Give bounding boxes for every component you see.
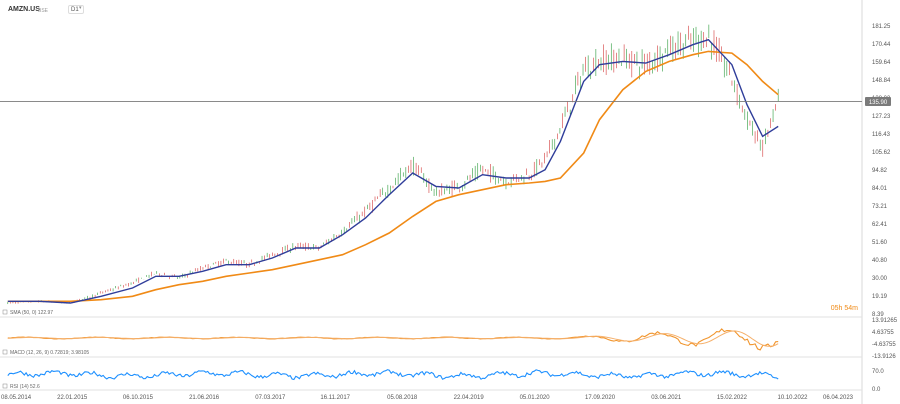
legend-icon (2, 309, 8, 315)
timeframe-select[interactable]: D1 (68, 5, 84, 14)
macd-legend-label: MACD (12, 26, 9) 0.72819; 3.98105 (10, 350, 89, 356)
macd-tick-label: 13.91265 (872, 318, 898, 324)
exchange-label: BSE (38, 8, 49, 14)
y-tick-label: 105.62 (872, 150, 891, 156)
x-tick-label: 22.01.2015 (57, 395, 88, 401)
chevron-down-icon[interactable]: ▾ (79, 5, 82, 11)
rsi-line (7, 369, 779, 381)
y-tick-label: 40.80 (872, 258, 888, 264)
y-tick-label: 116.43 (872, 132, 891, 138)
rsi-legend-label: RSI (14) 52.6 (10, 384, 40, 390)
current-price-label: 135.90 (869, 100, 888, 106)
y-tick-label: 159.64 (872, 60, 891, 66)
y-tick-label: 73.21 (872, 204, 888, 210)
x-tick-label: 08.05.2014 (1, 395, 32, 401)
rsi-tick-label: 0.0 (872, 387, 881, 393)
rsi-tick-label: 70.0 (872, 369, 884, 375)
price-series (7, 24, 779, 305)
y-tick-label: 148.84 (872, 78, 891, 84)
x-tick-label: 06.10.2015 (123, 395, 154, 401)
x-tick-label: 03.06.2021 (651, 395, 682, 401)
macd-tick-label: -4.63755 (872, 342, 896, 348)
y-tick-label: 30.00 (872, 276, 888, 282)
x-tick-label: 05.01.2020 (520, 395, 551, 401)
y-tick-label: 94.82 (872, 168, 888, 174)
y-tick-label: 170.44 (872, 42, 891, 48)
macd-tick-label: -13.9126 (872, 354, 896, 360)
y-tick-label: 181.25 (872, 24, 891, 30)
macd-line (7, 328, 779, 351)
y-tick-label: 8.39 (872, 312, 884, 318)
y-tick-label: 84.01 (872, 186, 888, 192)
macd-signal-line (7, 330, 779, 347)
countdown-label: 05h 54m (831, 305, 858, 312)
y-tick-label: 62.41 (872, 222, 888, 228)
current-price-tag (865, 97, 891, 107)
chart-toolbar: AMZN.US BSE D1 ▾ (0, 0, 900, 22)
y-tick-label: 127.23 (872, 114, 891, 120)
x-tick-label: 15.02.2022 (717, 395, 748, 401)
legend-icon (2, 383, 8, 389)
y-tick-label: 19.19 (872, 294, 888, 300)
x-tick-label: 07.03.2017 (255, 395, 286, 401)
sma-slow-line (7, 50, 779, 303)
x-tick-label: 16.11.2017 (320, 395, 350, 401)
legend-icon (2, 349, 8, 355)
x-tick-label: 05.08.2018 (387, 395, 418, 401)
sma-legend-label: SMA (50, 0) 122.97 (10, 310, 53, 316)
x-tick-label: 21.06.2016 (189, 395, 220, 401)
y-tick-label: 51.60 (872, 240, 888, 246)
sma-fast-line (7, 38, 779, 304)
symbol-label[interactable]: AMZN.US (8, 6, 40, 13)
macd-tick-label: 4.63755 (872, 330, 894, 336)
x-tick-label: 06.04.2023 (823, 395, 854, 401)
x-tick-label: 22.04.2019 (454, 395, 485, 401)
x-tick-label: 17.09.2020 (585, 395, 616, 401)
x-tick-label: 10.10.2022 (777, 395, 808, 401)
